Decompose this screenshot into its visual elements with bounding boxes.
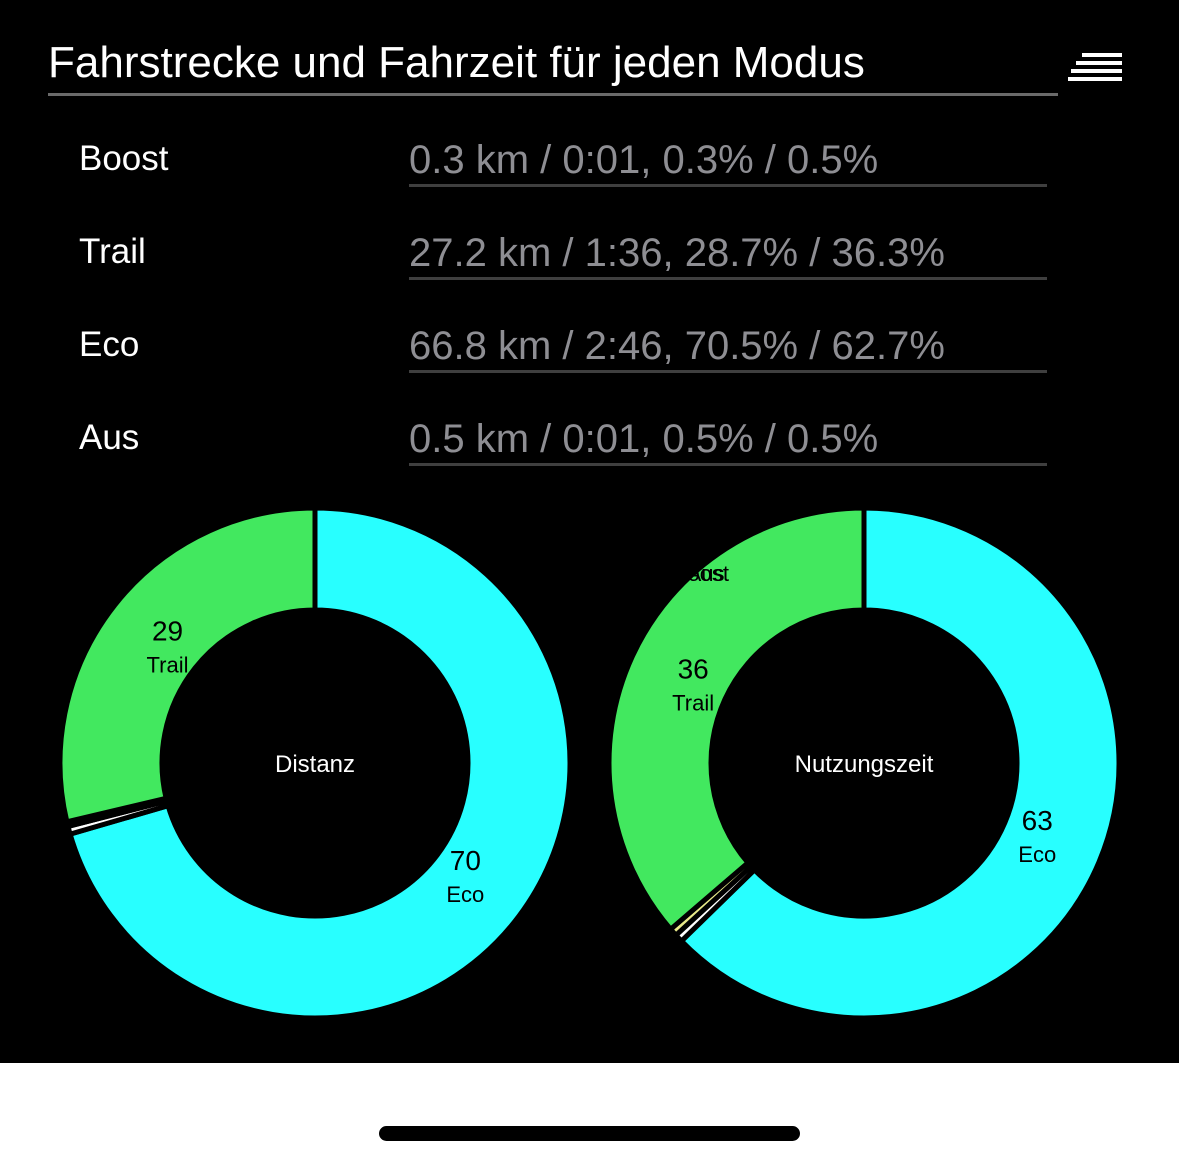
slice-value-aus: 0 [698,523,714,554]
slice-value-eco: 70 [450,845,481,876]
slice-label-aus: Aus [86,561,124,586]
mode-label-aus: Aus [79,418,140,457]
app-screen: Fahrstrecke und Fahrzeit für jeden Modus… [0,0,1179,1063]
donut-center-label: Distanz [275,751,355,778]
slice-label-boost: Boost [75,561,131,586]
mode-label-boost: Boost [79,139,169,178]
slice-value-eco: 63 [1022,805,1053,836]
slice-trail[interactable] [57,505,318,825]
slice-value-trail: 29 [152,615,183,646]
slice-value-boost: 0 [693,523,709,554]
slice-value-trail: 36 [678,654,709,685]
slice-label-trail: Trail [147,652,189,677]
mode-value-trail[interactable]: 27.2 km / 1:36, 28.7% / 36.3% [409,230,1047,280]
usage-time-donut-chart: 63 Eco 0 Aus 0 Boost 36 Trail Nutzungszeit [604,503,1124,1023]
mode-label-eco: Eco [79,325,140,364]
slice-trail[interactable] [606,505,867,933]
slice-label-trail: Trail [672,691,714,716]
slice-value-aus: 0 [97,523,113,554]
hamburger-menu-icon [1068,53,1122,81]
slice-value-boost: 0 [96,523,112,554]
slice-eco[interactable] [67,505,573,1021]
home-indicator [379,1126,800,1141]
slice-label-eco: Eco [446,882,484,907]
slice-label-aus: Aus [687,561,725,586]
donut-center-label: Nutzungszeit [795,751,934,778]
mode-value-aus[interactable]: 0.5 km / 0:01, 0.5% / 0.5% [409,416,1047,466]
slice-label-boost: Boost [673,561,729,586]
mode-value-eco[interactable]: 66.8 km / 2:46, 70.5% / 62.7% [409,323,1047,373]
mode-label-trail: Trail [79,232,146,271]
slice-label-eco: Eco [1018,842,1056,867]
slice-eco[interactable] [677,505,1122,1021]
donut-svg: 63 Eco 0 Aus 0 Boost 36 Trail Nutzungszeit [606,505,1122,1021]
mode-value-boost[interactable]: 0.3 km / 0:01, 0.3% / 0.5% [409,137,1047,187]
menu-button[interactable] [1064,50,1126,90]
distance-donut-chart: 70 Eco 0 Aus 0 Boost 29 Trail Distanz [55,503,575,1023]
page-title: Fahrstrecke und Fahrzeit für jeden Modus [48,34,1058,96]
